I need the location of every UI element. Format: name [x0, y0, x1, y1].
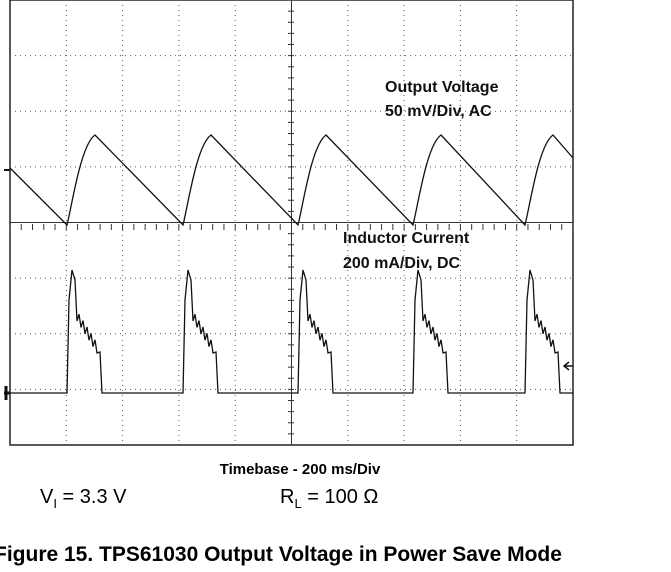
subscript: L [294, 496, 301, 511]
symbol: V [40, 486, 54, 508]
timebase: Timebase - 200 ms/Div [220, 461, 381, 478]
trigger-marker [562, 361, 573, 371]
symbol: R [280, 486, 294, 508]
output-scale: 50 mV/Div, AC [385, 103, 492, 120]
current-trace [10, 269, 573, 394]
caption: Figure 15. TPS61030 Output Voltage in Po… [0, 543, 562, 566]
output-label: Output Voltage [385, 79, 499, 96]
current-scale: 200 mA/Div, DC [343, 255, 461, 272]
voltage-trace [9, 134, 574, 227]
scope-grid [9, 0, 574, 445]
channel-marker [4, 386, 10, 400]
vin-condition: VI = 3.3 V [40, 486, 127, 511]
value: = 100 Ω [302, 486, 379, 508]
current-label: Inductor Current [343, 230, 470, 247]
load-condition: RL = 100 Ω [280, 486, 378, 511]
subscript: I [53, 496, 57, 511]
value: = 3.3 V [57, 486, 127, 508]
